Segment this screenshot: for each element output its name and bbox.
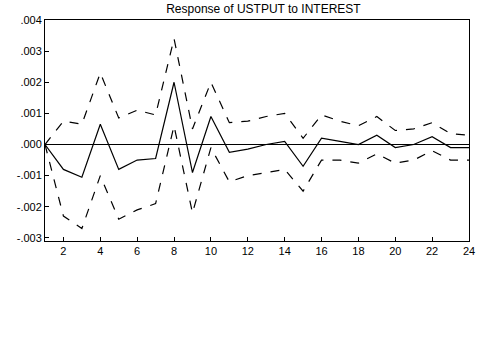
svg-text:14: 14 xyxy=(279,245,291,257)
svg-text:-.003: -.003 xyxy=(17,232,42,244)
svg-text:10: 10 xyxy=(205,245,217,257)
svg-text:.000: .000 xyxy=(20,138,41,150)
svg-text:6: 6 xyxy=(134,245,140,257)
svg-text:24: 24 xyxy=(463,245,475,257)
svg-text:Response of USTPUT to INTEREST: Response of USTPUT to INTEREST xyxy=(166,2,361,16)
svg-text:4: 4 xyxy=(97,245,103,257)
svg-text:-.002: -.002 xyxy=(17,201,42,213)
svg-text:18: 18 xyxy=(352,245,364,257)
svg-text:20: 20 xyxy=(389,245,401,257)
svg-text:.002: .002 xyxy=(20,76,41,88)
svg-text:.001: .001 xyxy=(20,107,41,119)
svg-text:-.001: -.001 xyxy=(17,169,42,181)
svg-text:.004: .004 xyxy=(20,14,41,26)
svg-text:2: 2 xyxy=(60,245,66,257)
svg-text:12: 12 xyxy=(242,245,254,257)
svg-text:22: 22 xyxy=(426,245,438,257)
svg-text:8: 8 xyxy=(171,245,177,257)
svg-text:16: 16 xyxy=(315,245,327,257)
svg-text:.003: .003 xyxy=(20,45,41,57)
